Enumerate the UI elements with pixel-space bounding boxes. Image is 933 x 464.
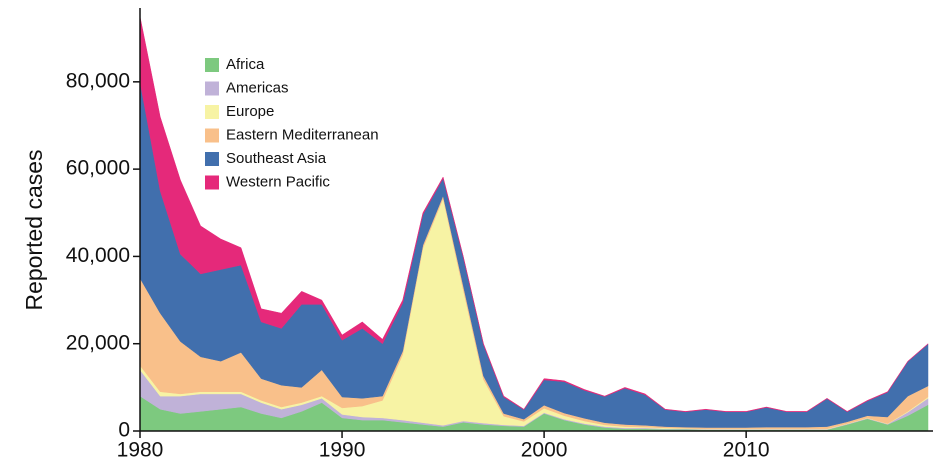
legend-swatch bbox=[205, 81, 219, 96]
y-tick-label: 40,000 bbox=[66, 244, 130, 267]
legend-label: Americas bbox=[226, 79, 289, 96]
legend-label: Eastern Mediterranean bbox=[226, 126, 379, 143]
area bbox=[139, 16, 929, 413]
x-tick-label: 2000 bbox=[521, 439, 568, 462]
y-tick-label: 20,000 bbox=[66, 331, 130, 354]
x-tick-label: 1980 bbox=[117, 439, 164, 462]
y-tick-label: 0 bbox=[118, 419, 130, 442]
legend-swatch bbox=[205, 175, 219, 190]
legend-swatch bbox=[205, 58, 219, 72]
x-tick-label: 2010 bbox=[723, 439, 770, 462]
legend-swatch bbox=[205, 128, 219, 143]
x-tick-label: 1990 bbox=[319, 439, 366, 462]
legend-label: Western Pacific bbox=[226, 173, 330, 190]
legend-swatch bbox=[205, 105, 219, 119]
y-tick-label: 80,000 bbox=[66, 69, 130, 92]
legend-label: Africa bbox=[226, 56, 265, 73]
legend-label: Southeast Asia bbox=[226, 150, 327, 167]
legend-label: Europe bbox=[226, 103, 274, 120]
legend-swatch bbox=[205, 152, 219, 166]
y-tick-label: 60,000 bbox=[66, 157, 130, 180]
y-axis-label: Reported cases bbox=[21, 149, 47, 310]
